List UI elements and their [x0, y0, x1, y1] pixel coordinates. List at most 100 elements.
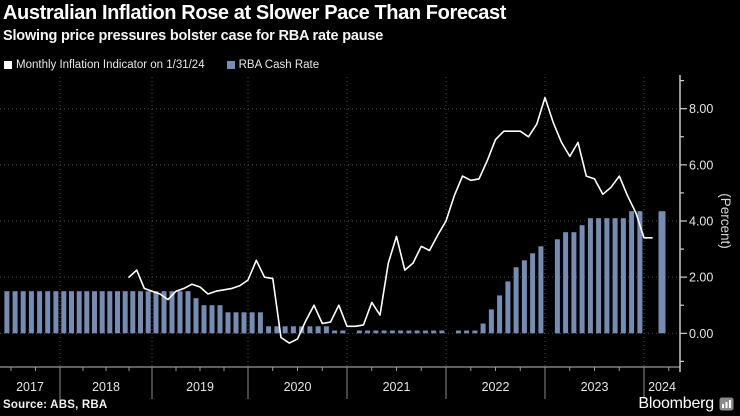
rba-cash-rate-bar: [513, 267, 519, 334]
rba-cash-rate-bar: [579, 225, 585, 334]
rba-cash-rate-bar: [92, 291, 97, 334]
rba-cash-rate-bar: [12, 291, 18, 334]
rba-cash-rate-bar: [307, 326, 313, 334]
rba-cash-rate-bar: [658, 211, 666, 334]
rba-cash-rate-bar: [356, 330, 362, 334]
rba-cash-rate-bar: [20, 291, 26, 334]
rba-cash-rate-bar: [323, 326, 329, 334]
rba-cash-rate-bar: [107, 291, 113, 334]
rba-cash-rate-bar: [45, 291, 51, 334]
rba-cash-rate-bar: [571, 232, 577, 334]
rba-cash-rate-bar: [373, 330, 379, 334]
rba-cash-rate-bar: [629, 211, 635, 334]
rba-cash-rate-bar: [596, 218, 602, 334]
y-tick-label: 2.00: [689, 271, 713, 285]
rba-cash-rate-bar: [538, 246, 544, 334]
rba-cash-rate-bar: [389, 330, 395, 334]
rba-cash-rate-bar: [414, 330, 420, 334]
y-axis-title: (Percent): [718, 193, 733, 249]
rba-cash-rate-bar: [604, 218, 610, 334]
inflation-line: [128, 96, 653, 344]
rba-cash-rate-bar: [488, 309, 494, 334]
rba-cash-rate-bar: [69, 291, 74, 334]
rba-cash-rate-bar: [431, 330, 437, 334]
rba-cash-rate-bar: [84, 291, 90, 334]
y-tick-label: 0.00: [689, 327, 713, 341]
rba-cash-rate-bar: [37, 291, 43, 334]
rba-cash-rate-bar: [464, 330, 470, 334]
rba-cash-rate-bar: [455, 330, 461, 334]
rba-cash-rate-bar: [587, 218, 593, 334]
rba-cash-rate-bar: [115, 291, 120, 334]
chart-title: Australian Inflation Rose at Slower Pace…: [3, 2, 506, 24]
rba-cash-rate-bar: [145, 291, 151, 334]
rba-cash-rate-bar: [225, 312, 231, 334]
rba-cash-rate-bar: [505, 281, 511, 334]
rba-cash-rate-bar: [282, 326, 288, 334]
legend-item-monthly-inflation: Monthly Inflation Indicator on 1/31/24: [4, 59, 205, 71]
rba-cash-rate-bar: [138, 291, 143, 334]
rba-cash-rate-bar: [274, 326, 280, 334]
rba-cash-rate-bar: [497, 295, 503, 334]
bloomberg-chart-logo-icon: [719, 397, 734, 411]
chart-legend: Monthly Inflation Indicator on 1/31/24 R…: [4, 59, 319, 71]
chart-subtitle: Slowing price pressures bolster case for…: [3, 28, 384, 44]
x-year-label: 2021: [383, 380, 411, 394]
rba-cash-rate-bar: [153, 291, 159, 334]
rba-cash-rate-bar: [130, 291, 136, 334]
x-year-label: 2017: [16, 380, 44, 394]
x-year-label: 2024: [648, 380, 676, 394]
rba-cash-rate-bar: [422, 330, 428, 334]
rba-cash-rate-bar: [76, 291, 82, 334]
rba-cash-rate-bar: [554, 239, 560, 334]
rba-cash-rate-bar: [398, 330, 404, 334]
rba-cash-rate-bar: [122, 291, 128, 334]
rba-cash-rate-bar: [340, 330, 346, 334]
rba-cash-rate-bar: [193, 298, 199, 334]
bloomberg-brand: Bloomberg: [638, 395, 734, 413]
rba-cash-rate-bar: [637, 211, 643, 334]
rba-cash-rate-legend-label: RBA Cash Rate: [238, 59, 320, 71]
rba-cash-rate-bar: [472, 330, 478, 334]
rba-cash-rate-bar: [620, 218, 626, 334]
rba-cash-rate-bar: [315, 326, 321, 334]
x-year-label: 2022: [482, 380, 510, 394]
rba-cash-rate-bar: [406, 330, 412, 334]
rba-cash-rate-bar: [290, 326, 296, 334]
bloomberg-wordmark: Bloomberg: [638, 395, 714, 412]
rba-cash-rate-bar: [257, 312, 263, 334]
rba-cash-rate-bar: [612, 218, 618, 334]
rba-cash-rate-bar: [480, 323, 486, 334]
monthly-inflation-legend-label: Monthly Inflation Indicator on 1/31/24: [16, 59, 205, 71]
rba-cash-rate-bar: [530, 253, 536, 334]
rba-cash-rate-bar: [249, 312, 255, 334]
rba-cash-rate-bar: [563, 232, 569, 334]
rba-cash-rate-bar: [61, 291, 67, 334]
rba-cash-rate-bar: [28, 291, 34, 334]
monthly-inflation-swatch-icon: [4, 61, 12, 69]
y-tick-label: 4.00: [689, 215, 713, 229]
rba-cash-rate-bar: [365, 330, 371, 334]
x-year-label: 2019: [186, 380, 214, 394]
x-year-label: 2023: [581, 380, 609, 394]
rba-cash-rate-bar: [439, 330, 445, 334]
rba-cash-rate-bar: [185, 291, 191, 334]
rba-cash-rate-bar: [521, 260, 527, 334]
rba-cash-rate-bar: [4, 291, 10, 334]
source-text: Source: ABS, RBA: [3, 399, 108, 411]
rba-cash-rate-bar: [266, 326, 272, 334]
rba-cash-rate-bar: [332, 330, 338, 334]
rba-cash-rate-bar: [201, 305, 207, 334]
rba-cash-rate-bar: [177, 291, 183, 334]
rba-cash-rate-bar: [169, 291, 175, 334]
y-tick-label: 8.00: [689, 102, 713, 116]
rba-cash-rate-bar: [161, 291, 167, 334]
rba-cash-rate-swatch-icon: [226, 61, 235, 69]
rba-cash-rate-bar: [217, 305, 223, 334]
legend-item-rba-cash-rate: RBA Cash Rate: [226, 59, 320, 71]
rba-cash-rate-bar: [233, 312, 239, 334]
rba-cash-rate-bar: [209, 305, 215, 334]
rba-cash-rate-bar: [53, 291, 59, 334]
x-year-label: 2020: [284, 380, 312, 394]
